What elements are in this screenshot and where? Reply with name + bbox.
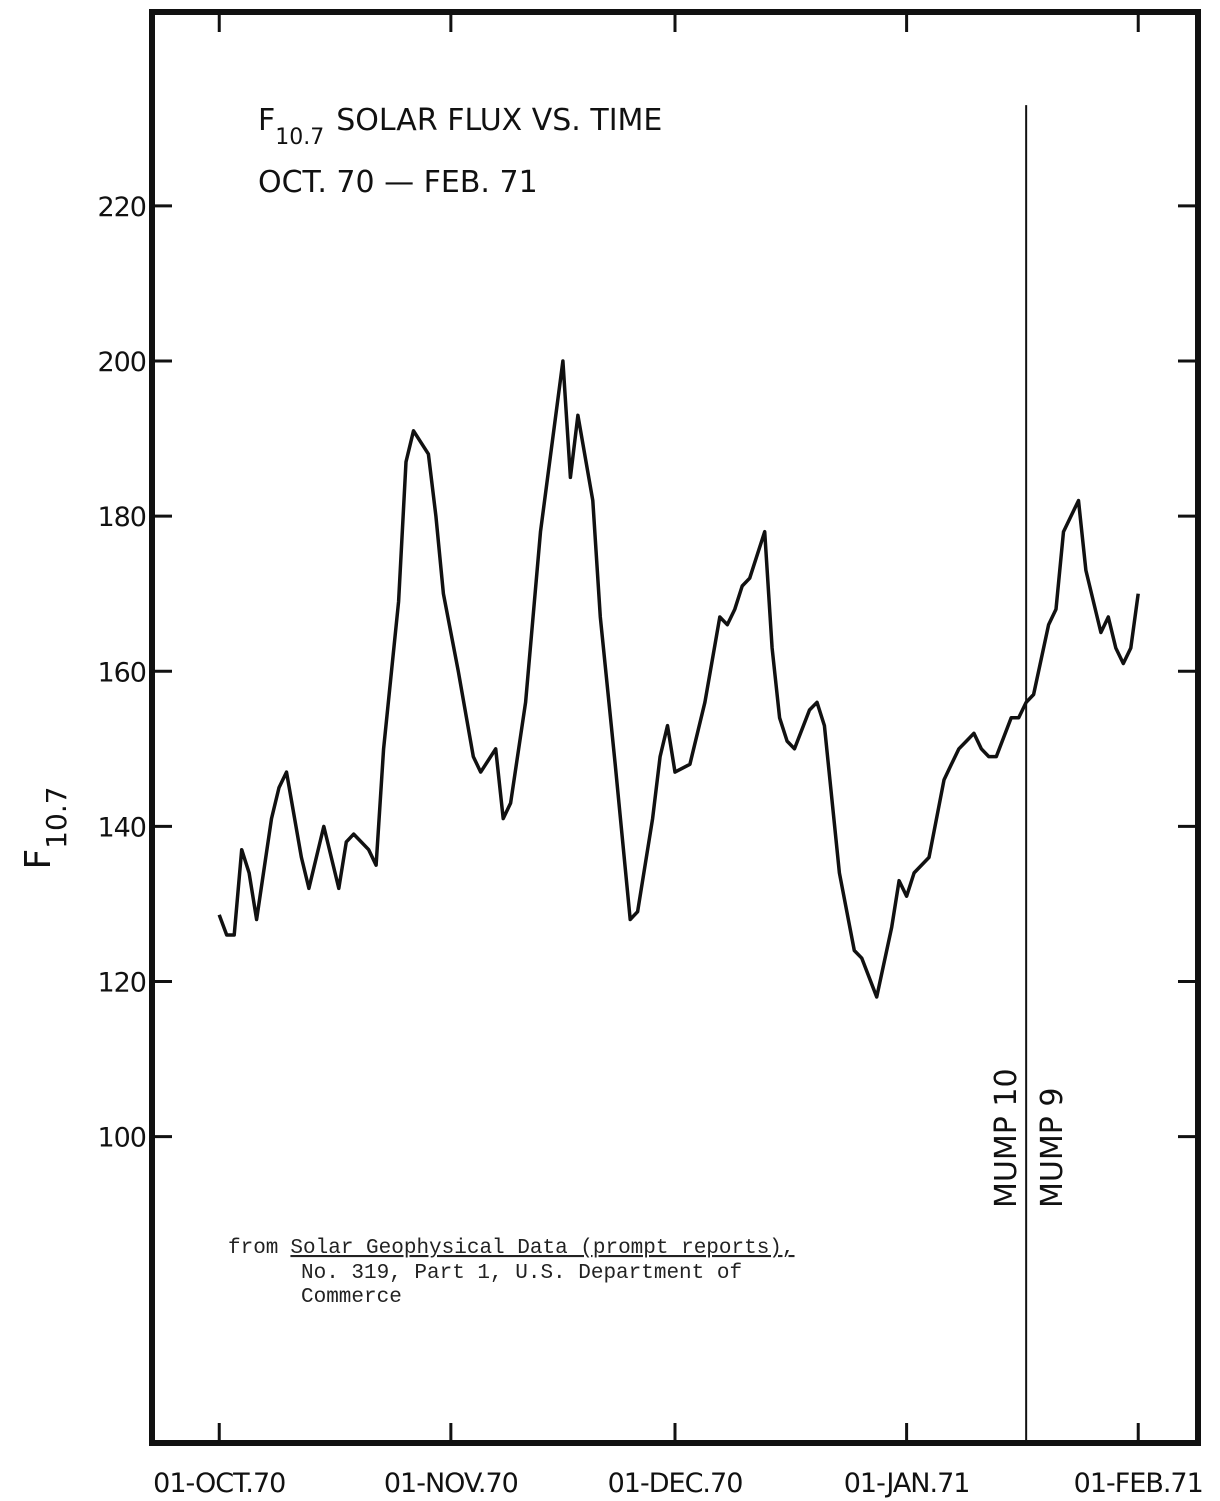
y-tick-label: 100	[97, 1123, 146, 1154]
x-tick-label: 01-OCT.70	[153, 1468, 285, 1499]
marker-label: MUMP 9	[1035, 1088, 1070, 1208]
x-tick-label: 01-NOV.70	[384, 1468, 518, 1499]
y-axis-label: F10.7	[18, 786, 73, 869]
title-subscript: 10.7	[275, 125, 324, 150]
title: F10.7 SOLAR FLUX VS. TIME	[258, 103, 662, 150]
source-prefix: from	[228, 1237, 278, 1260]
x-tick-label: 01-JAN.71	[844, 1468, 970, 1499]
marker-label: MUMP 10	[989, 1068, 1024, 1208]
y-tick-label: 140	[97, 812, 146, 843]
source-line: Commerce	[301, 1286, 402, 1309]
source-title: Solar Geophysical Data (prompt reports),	[290, 1237, 794, 1260]
y-tick-label: 200	[97, 347, 146, 378]
source-line: No. 319, Part 1, U.S. Department of	[301, 1262, 742, 1285]
subtitle: OCT. 70 — FEB. 71	[258, 165, 538, 200]
flux-line	[217, 359, 1140, 999]
title-text: SOLAR FLUX VS. TIME	[336, 103, 662, 138]
source-note: from Solar Geophysical Data (prompt repor…	[228, 1237, 795, 1260]
plot-frame	[149, 9, 1201, 1446]
y-label-subscript: 10.7	[40, 786, 73, 848]
title-symbol: F	[258, 103, 275, 138]
y-label-symbol: F	[18, 849, 59, 870]
x-tick-label: 01-DEC.70	[608, 1468, 743, 1499]
x-tick-label: 01-FEB.71	[1074, 1468, 1203, 1499]
y-tick-label: 180	[97, 502, 146, 533]
y-tick-label: 120	[97, 968, 146, 999]
y-tick-label: 220	[97, 192, 146, 223]
y-tick-label: 160	[97, 657, 146, 688]
